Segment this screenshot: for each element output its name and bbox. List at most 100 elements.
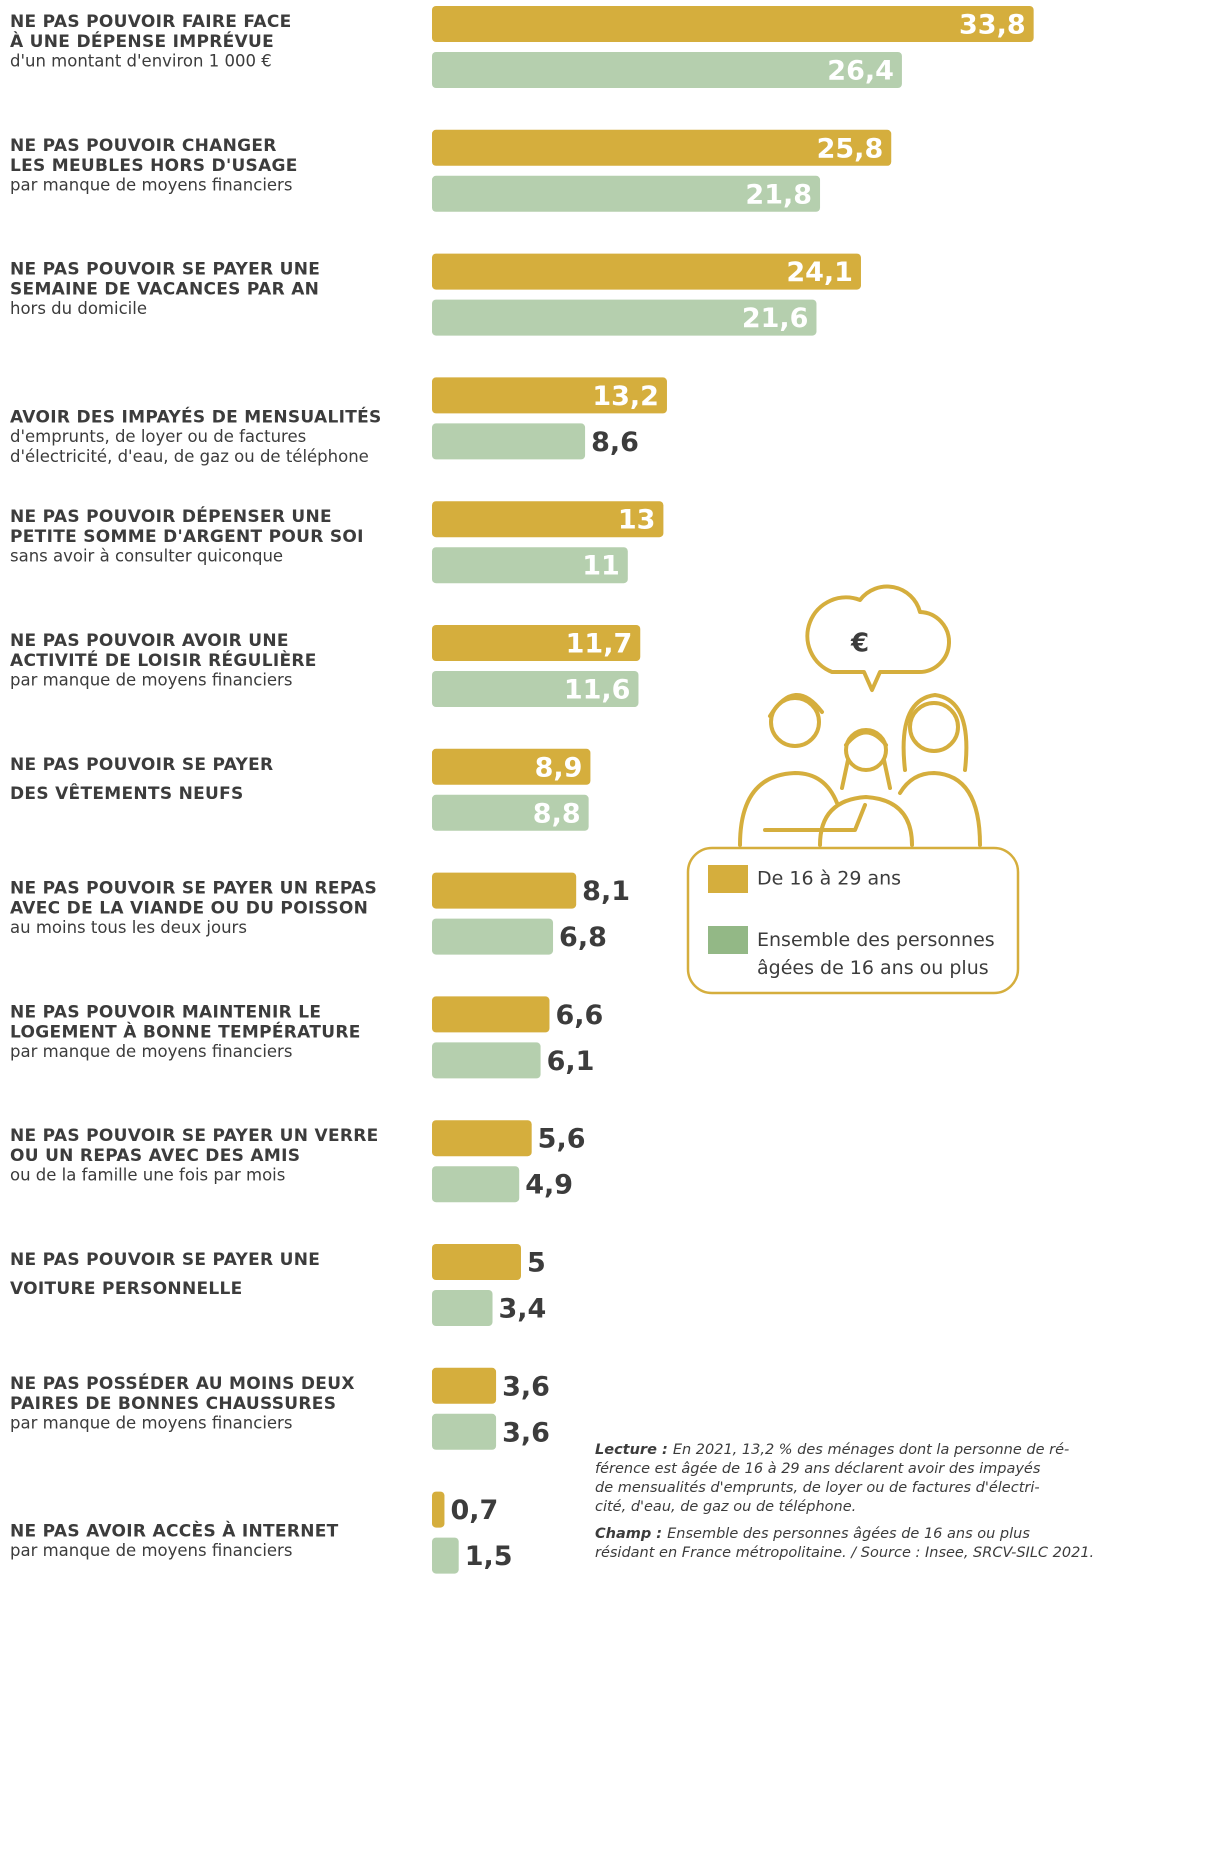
bar	[432, 501, 664, 538]
value-label: 8,9	[535, 752, 583, 783]
value-label: 1,5	[465, 1541, 513, 1572]
category-detail: par manque de moyens financiers	[10, 175, 292, 194]
value-label: 5	[527, 1248, 546, 1279]
category-title: NE PAS POUVOIR CHANGER	[10, 136, 277, 156]
bar	[432, 1120, 532, 1157]
category-title: PAIRES DE BONNES CHAUSSURES	[10, 1394, 336, 1414]
category-title: NE PAS POUVOIR SE PAYER UNE	[10, 1250, 320, 1270]
note-line: cité, d'eau, de gaz ou de téléphone.	[595, 1499, 856, 1515]
category-detail: sans avoir à consulter quiconque	[10, 547, 283, 566]
value-label: 6,6	[555, 1000, 603, 1031]
value-label: 3,4	[499, 1294, 547, 1325]
legend-swatch	[708, 865, 748, 893]
value-label: 8,6	[591, 427, 639, 458]
value-label: 0,7	[450, 1495, 498, 1526]
svg-text:€: €	[850, 629, 869, 659]
family-icon: €	[738, 584, 982, 847]
category-title: OU UN REPAS AVEC DES AMIS	[10, 1146, 300, 1166]
bar	[432, 1491, 445, 1528]
note-line: de mensualités d'emprunts, de loyer ou d…	[595, 1480, 1040, 1496]
bar	[432, 52, 902, 88]
value-label: 5,6	[538, 1124, 586, 1155]
category-title: LOGEMENT À BONNE TEMPÉRATURE	[10, 1020, 361, 1042]
note-line: férence est âgée de 16 à 29 ans déclaren…	[595, 1461, 1041, 1477]
bar	[432, 547, 628, 584]
value-label: 13	[618, 505, 656, 536]
bar	[432, 918, 554, 955]
value-label: 13,2	[592, 381, 659, 412]
legend-label: Ensemble des personnes âgées de 16 ans ou…	[757, 929, 995, 979]
value-label: 8,1	[582, 876, 630, 907]
bar	[432, 1166, 520, 1203]
bar	[432, 1413, 497, 1450]
category-title: NE PAS AVOIR ACCÈS À INTERNET	[10, 1520, 339, 1542]
value-label: 6,8	[559, 922, 607, 953]
bar	[432, 423, 586, 460]
bar	[432, 175, 821, 212]
value-label: 24,1	[786, 257, 853, 288]
bar	[432, 1290, 493, 1326]
category-detail: ou de la famille une fois par mois	[10, 1166, 285, 1185]
category-title: NE PAS POUVOIR MAINTENIR LE	[10, 1002, 321, 1022]
bar	[432, 794, 589, 831]
bar	[432, 1244, 521, 1280]
category-title: LES MEUBLES HORS D'USAGE	[10, 156, 298, 176]
note-line: résidant en France métropolitaine. / Sou…	[595, 1545, 1094, 1561]
bar	[432, 253, 861, 290]
category-title: ACTIVITÉ DE LOISIR RÉGULIÈRE	[10, 649, 317, 671]
category-title: AVOIR DES IMPAYÉS DE MENSUALITÉS	[10, 405, 382, 427]
bar	[432, 625, 641, 661]
note-line: Champ : Ensemble des personnes âgées de …	[595, 1526, 1030, 1542]
value-label: 8,8	[533, 798, 581, 829]
bar	[432, 872, 577, 909]
bar	[432, 1367, 497, 1404]
category-title: NE PAS POUVOIR SE PAYER UNE	[10, 260, 320, 280]
category-title: NE PAS POUVOIR SE PAYER UN VERRE	[10, 1126, 379, 1146]
value-label: 25,8	[817, 133, 884, 164]
category-detail: au moins tous les deux jours	[10, 918, 247, 937]
value-label: 4,9	[525, 1170, 573, 1201]
bar	[432, 748, 591, 785]
note-line: Lecture : En 2021, 13,2 % des ménages do…	[595, 1442, 1069, 1458]
bar	[432, 6, 1034, 42]
legend-label: De 16 à 29 ans	[757, 868, 901, 890]
category-detail: par manque de moyens financiers	[10, 671, 292, 690]
bar	[432, 671, 639, 707]
category-title: NE PAS POSSÉDER AU MOINS DEUX	[10, 1372, 355, 1394]
category-title: PETITE SOMME D'ARGENT POUR SOI	[10, 527, 364, 547]
bar	[432, 129, 892, 166]
value-label: 3,6	[502, 1417, 550, 1448]
category-title: NE PAS POUVOIR AVOIR UNE	[10, 631, 289, 651]
category-title: NE PAS POUVOIR SE PAYER UN REPAS	[10, 879, 377, 899]
value-label: 26,4	[827, 56, 894, 87]
value-label: 21,8	[745, 179, 812, 210]
value-label: 3,6	[502, 1371, 550, 1402]
category-title: SEMAINE DE VACANCES PAR AN	[10, 280, 319, 300]
category-detail: d'électricité, d'eau, de gaz ou de télép…	[10, 447, 369, 466]
category-title: NE PAS POUVOIR DÉPENSER UNE	[10, 505, 332, 527]
legend-swatch	[708, 926, 748, 954]
bar	[432, 996, 550, 1033]
value-label: 11,7	[566, 629, 633, 660]
bar	[432, 299, 817, 336]
value-label: 11,6	[564, 675, 631, 706]
value-label: 6,1	[547, 1046, 595, 1077]
category-title: DES VÊTEMENTS NEUFS	[10, 782, 244, 804]
legend-box	[686, 846, 1020, 995]
category-detail: d'emprunts, de loyer ou de factures	[10, 427, 306, 446]
category-title: AVEC DE LA VIANDE OU DU POISSON	[10, 899, 368, 919]
category-detail: par manque de moyens financiers	[10, 1413, 292, 1432]
category-detail: hors du domicile	[10, 299, 147, 318]
bar	[432, 1042, 541, 1079]
value-label: 21,6	[742, 303, 809, 334]
value-label: 33,8	[959, 10, 1026, 41]
category-title: NE PAS POUVOIR SE PAYER	[10, 755, 273, 775]
value-label: 11	[582, 551, 620, 582]
category-title: À UNE DÉPENSE IMPRÉVUE	[10, 30, 274, 52]
category-detail: par manque de moyens financiers	[10, 1042, 292, 1061]
category-detail: d'un montant d'environ 1 000 €	[10, 52, 272, 71]
bar	[432, 377, 667, 414]
bar	[432, 1537, 459, 1574]
category-detail: par manque de moyens financiers	[10, 1541, 292, 1560]
